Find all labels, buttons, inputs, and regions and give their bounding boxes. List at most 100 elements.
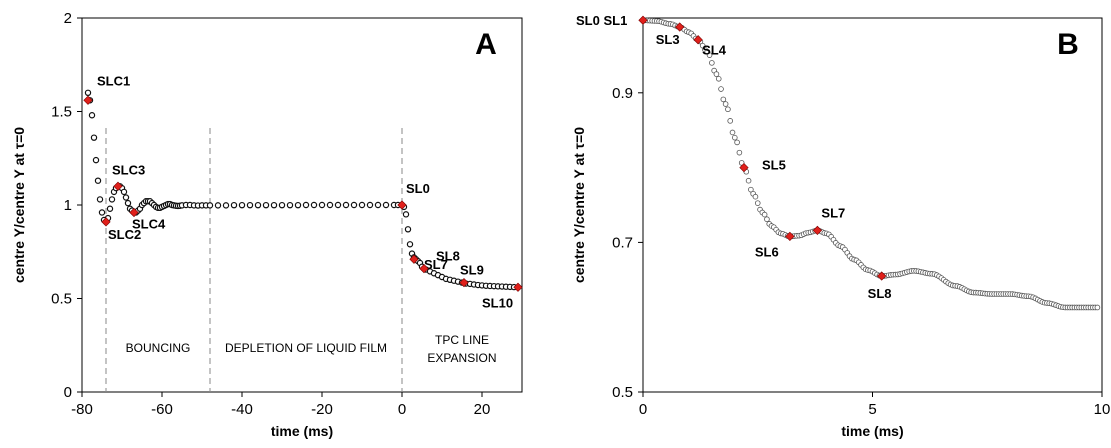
y-tick-label: 1.5	[51, 104, 72, 121]
region-label: DEPLETION OF LIQUID FILM	[225, 341, 387, 355]
data-point	[222, 202, 230, 209]
data-point	[318, 201, 326, 209]
data-point	[120, 188, 128, 196]
data-point	[402, 211, 410, 218]
y-tick-label: 0.5	[51, 291, 72, 308]
highlight-marker	[812, 225, 823, 236]
highlight-marker	[113, 181, 123, 191]
data-point	[406, 241, 414, 248]
highlight-marker	[101, 217, 111, 227]
point-label: SLC4	[132, 216, 166, 231]
highlight-marker	[513, 282, 523, 292]
y-tick-label: 1	[64, 197, 72, 214]
data-point	[230, 201, 238, 209]
y-tick-label: 0.9	[612, 85, 633, 102]
data-point	[278, 201, 286, 209]
data-point	[752, 193, 759, 200]
data-point	[206, 202, 214, 209]
data-point	[720, 96, 727, 103]
data-point	[286, 201, 294, 209]
point-label: SL9	[460, 263, 484, 278]
point-label: SL5	[762, 158, 786, 173]
data-series	[640, 17, 1101, 311]
data-point	[90, 134, 98, 141]
plot-frame	[642, 17, 1103, 393]
data-point	[699, 42, 706, 49]
x-axis-label: time (ms)	[271, 423, 333, 439]
data-point	[731, 134, 738, 141]
x-tick-label: -80	[71, 401, 93, 418]
y-tick-label: 0.5	[612, 384, 633, 401]
data-point	[334, 201, 342, 209]
data-point	[246, 201, 254, 209]
highlight-marker	[419, 263, 429, 274]
panel-label: A	[475, 28, 497, 61]
x-tick-label: 10	[1094, 401, 1111, 418]
x-tick-label: 0	[639, 401, 647, 418]
highlight-marker	[409, 254, 419, 264]
point-label: SLC2	[108, 227, 141, 242]
data-point	[270, 201, 278, 209]
data-point	[706, 52, 713, 58]
data-point	[748, 186, 754, 193]
data-point	[374, 201, 382, 209]
data-point	[404, 226, 412, 233]
data-point	[350, 201, 358, 209]
data-point	[754, 200, 761, 206]
x-tick-label: -40	[231, 401, 253, 418]
point-label: SL7	[424, 257, 448, 272]
point-label: SL8	[436, 249, 460, 264]
data-point	[729, 129, 736, 136]
y-tick-label: 0.7	[612, 234, 633, 251]
data-point	[715, 76, 722, 82]
data-point	[106, 205, 114, 212]
highlight-marker	[83, 95, 93, 105]
data-point	[709, 60, 715, 66]
chart-panel-a: -80 -60 -40 -20 0 20 0 0.5 1 1.5 2 time (ms) centre …	[11, 10, 523, 439]
data-point	[262, 201, 270, 209]
highlight-marker	[693, 35, 703, 45]
highlight-marker	[129, 207, 139, 218]
data-point	[94, 177, 102, 184]
data-point	[382, 201, 390, 209]
data-point	[342, 201, 350, 209]
highlight-marker	[739, 162, 749, 173]
point-label: SL10	[482, 295, 513, 310]
data-point	[238, 201, 246, 209]
data-point	[124, 199, 132, 207]
data-point	[92, 156, 100, 164]
point-label: SL8	[868, 286, 892, 301]
data-point	[727, 118, 734, 124]
data-point	[98, 209, 106, 216]
data-point	[254, 201, 262, 209]
point-label: SL3	[656, 32, 680, 47]
point-label: SLC3	[112, 162, 145, 177]
x-axis-label: time (ms)	[841, 423, 903, 439]
point-label: SL0	[406, 181, 430, 196]
x-tick-label: -60	[151, 401, 173, 418]
point-label: SL7	[821, 205, 845, 220]
y-axis-label: centre Y/centre Y at τ=0	[571, 127, 587, 283]
highlight-marker	[638, 15, 648, 25]
data-point	[734, 139, 740, 146]
data-point	[108, 196, 116, 203]
highlight-marker	[877, 271, 887, 281]
region-label: EXPANSION	[427, 351, 496, 365]
data-point	[302, 201, 310, 209]
y-tick-label: 2	[64, 10, 72, 27]
data-point	[214, 202, 222, 209]
data-point	[88, 112, 96, 119]
data-point	[761, 211, 768, 218]
x-tick-label: 0	[398, 401, 406, 418]
data-point	[122, 194, 130, 201]
point-label: SL4	[702, 43, 727, 58]
data-point	[764, 216, 770, 223]
point-label: SL0 SL1	[576, 13, 627, 28]
chart-panel-b: 0 5 10 0.5 0.7 0.9 time (ms) centre Y/centre Y …	[571, 13, 1110, 439]
data-point	[326, 201, 334, 209]
data-point	[736, 149, 743, 156]
x-tick-label: 5	[868, 401, 876, 418]
data-point	[725, 106, 731, 113]
region-label: BOUNCING	[126, 341, 191, 355]
highlight-marker	[459, 277, 469, 288]
